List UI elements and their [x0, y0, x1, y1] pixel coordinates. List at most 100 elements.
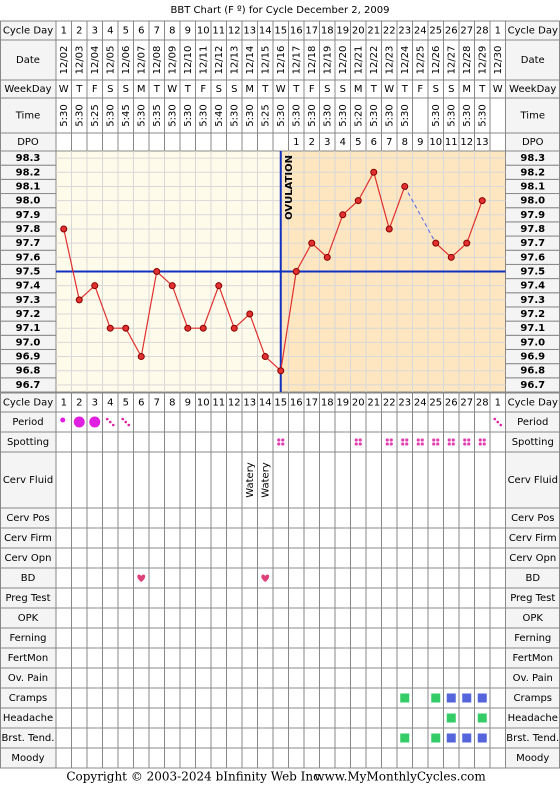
cell — [117, 567, 134, 589]
cell — [164, 451, 181, 509]
cell — [303, 507, 320, 529]
cell — [319, 647, 336, 669]
cell — [350, 527, 367, 549]
cell — [102, 607, 119, 629]
temp-point — [168, 282, 176, 290]
cell — [55, 547, 72, 569]
cell — [288, 667, 305, 689]
temp-line — [435, 200, 483, 259]
weekdays-label: T — [184, 84, 192, 95]
y-tick-label: 97.9 — [520, 210, 545, 221]
cell — [133, 667, 150, 689]
y-tick-label: 97.2 — [16, 309, 41, 320]
cell — [319, 667, 336, 689]
categories-label: 2 — [76, 26, 82, 37]
categories-label: 21 — [367, 398, 380, 409]
cell — [257, 687, 274, 709]
cell — [365, 567, 382, 589]
cell — [148, 431, 165, 453]
y-tick-label: 97.8 — [16, 224, 41, 235]
symptom-box — [446, 693, 456, 703]
categories-label: 18 — [321, 398, 334, 409]
y-tick-label: 97.3 — [520, 295, 545, 306]
cell — [241, 587, 258, 609]
row-label: Brst. Tend. — [506, 733, 559, 744]
dates-label: 12/18 — [307, 46, 318, 75]
spotting-dot — [478, 438, 482, 442]
cell — [288, 747, 305, 769]
cell — [55, 727, 72, 749]
cell — [164, 132, 181, 152]
dates-label: 12/15 — [260, 46, 271, 75]
weekdays-label: W — [493, 84, 503, 95]
cell — [334, 507, 351, 529]
spotting-dot — [420, 442, 424, 446]
cell — [210, 451, 227, 509]
cell — [350, 667, 367, 689]
times-label: 5:25 — [90, 104, 101, 126]
cell — [86, 607, 103, 629]
spotting-dot — [416, 442, 420, 446]
cell — [427, 431, 444, 453]
cell — [288, 547, 305, 569]
weekdays-label: T — [401, 84, 409, 95]
categories-label: 12 — [228, 26, 241, 37]
cell — [319, 507, 336, 529]
dates-label: 12/09 — [167, 46, 178, 75]
spotting-dot — [482, 438, 486, 442]
cell — [179, 451, 196, 509]
cell — [148, 451, 165, 509]
categories-label: 17 — [305, 26, 318, 37]
cell — [179, 411, 196, 433]
categories-label: 16 — [290, 398, 303, 409]
spotting-dot — [358, 438, 362, 442]
weekdays-label: T — [261, 84, 269, 95]
cell — [102, 451, 119, 509]
cell — [71, 547, 88, 569]
cell — [164, 607, 181, 629]
categories-label: 25 — [429, 26, 442, 37]
copyright: Copyright © 2003-2024 bInfinity Web Inc. — [66, 770, 323, 784]
times-label: 5:30 — [446, 104, 457, 126]
row-label: Spotting — [512, 437, 554, 448]
cell — [272, 527, 289, 549]
cell — [489, 587, 506, 609]
dates-label: 12/19 — [322, 46, 333, 75]
cell — [443, 607, 460, 629]
dates-label: 12/17 — [291, 46, 302, 75]
row-label: Preg Test — [510, 593, 555, 604]
cell — [412, 727, 429, 749]
times-label: 5:30 — [183, 104, 194, 126]
cell — [179, 527, 196, 549]
cell — [443, 527, 460, 549]
cell — [365, 627, 382, 649]
temp-point — [60, 225, 68, 233]
cell — [241, 707, 258, 729]
cell — [164, 411, 181, 433]
times-label: 5:30 — [136, 104, 147, 126]
cell — [288, 507, 305, 529]
cell — [195, 431, 212, 453]
cell — [55, 607, 72, 629]
cell — [179, 727, 196, 749]
cell — [86, 727, 103, 749]
cell — [164, 547, 181, 569]
cell — [334, 527, 351, 549]
cell — [257, 747, 274, 769]
dpo-label: 5 — [355, 137, 361, 148]
cell — [257, 627, 274, 649]
dates-label: 12/22 — [369, 46, 380, 75]
spotting-dot — [467, 442, 471, 446]
cell — [272, 687, 289, 709]
cell — [365, 647, 382, 669]
cell — [71, 132, 88, 152]
cell — [489, 97, 506, 134]
label-cell — [0, 451, 57, 509]
cell — [272, 507, 289, 529]
cell — [412, 627, 429, 649]
cell — [195, 727, 212, 749]
cell — [381, 707, 398, 729]
cell — [427, 587, 444, 609]
y-tick-label: 98.2 — [16, 167, 41, 178]
